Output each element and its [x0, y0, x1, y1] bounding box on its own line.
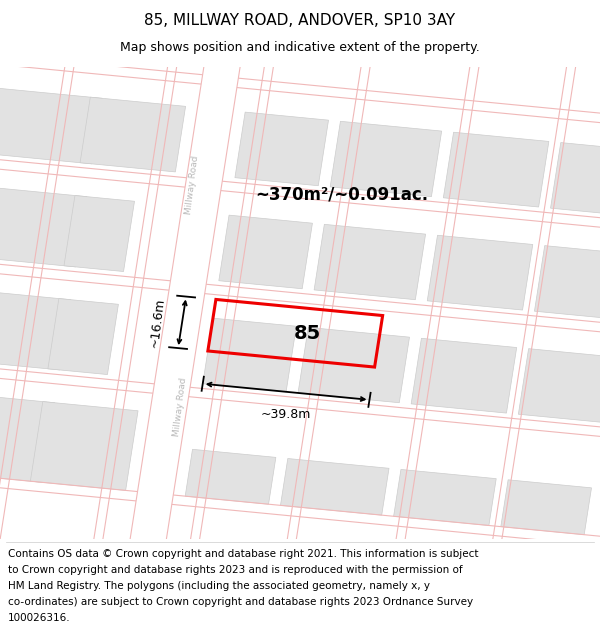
- Polygon shape: [219, 215, 313, 289]
- Text: 85: 85: [293, 324, 321, 342]
- Polygon shape: [535, 246, 600, 319]
- Polygon shape: [443, 132, 549, 207]
- Polygon shape: [0, 288, 71, 370]
- Polygon shape: [518, 349, 600, 423]
- Polygon shape: [48, 299, 118, 374]
- Text: Contains OS data © Crown copyright and database right 2021. This information is : Contains OS data © Crown copyright and d…: [8, 549, 478, 559]
- Polygon shape: [280, 459, 389, 515]
- Polygon shape: [64, 196, 134, 271]
- Polygon shape: [185, 449, 276, 504]
- Polygon shape: [501, 480, 592, 534]
- Polygon shape: [80, 97, 185, 172]
- Polygon shape: [118, 0, 256, 621]
- Polygon shape: [551, 142, 600, 216]
- Text: to Crown copyright and database rights 2023 and is reproduced with the permissio: to Crown copyright and database rights 2…: [8, 565, 463, 575]
- Polygon shape: [203, 318, 296, 392]
- Polygon shape: [0, 185, 87, 267]
- Polygon shape: [394, 469, 496, 526]
- Text: ~39.8m: ~39.8m: [261, 408, 311, 421]
- Text: Millway Road: Millway Road: [184, 155, 200, 215]
- Polygon shape: [31, 402, 138, 491]
- Text: ~370m²/~0.091ac.: ~370m²/~0.091ac.: [256, 185, 428, 203]
- Text: Map shows position and indicative extent of the property.: Map shows position and indicative extent…: [120, 41, 480, 54]
- Polygon shape: [411, 338, 517, 413]
- Polygon shape: [0, 87, 102, 164]
- Text: Millway Road: Millway Road: [172, 377, 188, 437]
- Polygon shape: [0, 391, 55, 482]
- Polygon shape: [235, 112, 329, 186]
- Polygon shape: [298, 328, 409, 402]
- Text: co-ordinates) are subject to Crown copyright and database rights 2023 Ordnance S: co-ordinates) are subject to Crown copyr…: [8, 597, 473, 607]
- Text: ~16.6m: ~16.6m: [148, 297, 167, 348]
- Text: HM Land Registry. The polygons (including the associated geometry, namely x, y: HM Land Registry. The polygons (includin…: [8, 581, 430, 591]
- Polygon shape: [427, 235, 533, 310]
- Polygon shape: [314, 224, 425, 300]
- Text: 100026316.: 100026316.: [8, 613, 70, 623]
- Polygon shape: [330, 121, 442, 197]
- Text: 85, MILLWAY ROAD, ANDOVER, SP10 3AY: 85, MILLWAY ROAD, ANDOVER, SP10 3AY: [145, 13, 455, 28]
